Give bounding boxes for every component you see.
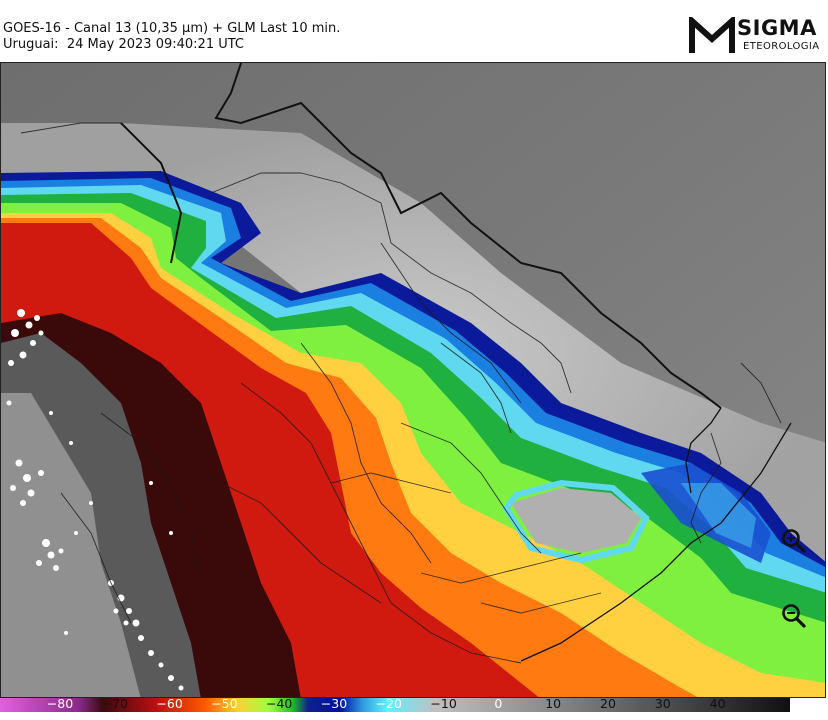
zoom-out-magnifier-icon [782, 604, 806, 628]
colorbar-tick-label: −20 [375, 696, 402, 711]
header: GOES-16 - Canal 13 (10,35 µm) + GLM Last… [0, 0, 828, 62]
state-borders [20, 122, 782, 664]
satellite-image [1, 63, 825, 697]
colorbar-tick-label: 30 [654, 696, 671, 711]
logo-subtitle: ETEOROLOGIA [743, 41, 820, 52]
lightning-flashes [6, 309, 184, 691]
map-subtitle-datetime: Uruguai: 24 May 2023 09:40:21 UTC [3, 37, 245, 52]
satellite-map[interactable] [0, 62, 826, 698]
colorbar-tick-label: −10 [430, 696, 457, 711]
colorbar-tick-label: −60 [156, 696, 183, 711]
map-title: GOES-16 - Canal 13 (10,35 µm) + GLM Last… [3, 21, 341, 36]
colorbar-tick-label: −70 [101, 696, 128, 711]
zoom-in-magnifier-icon [782, 529, 806, 553]
colorbar-tick-label: −50 [211, 696, 238, 711]
zoom-in-button[interactable] [780, 527, 808, 555]
sigma-logo-mark-icon [689, 14, 735, 53]
temperature-colorbar: −80 −70 −60 −50 −40 −30 −20 −10 0 10 20 30 40 [0, 696, 828, 720]
zoom-out-button[interactable] [780, 602, 808, 630]
colorbar-tick-label: −40 [265, 696, 293, 711]
coastline [520, 407, 792, 662]
country-borders [120, 63, 722, 409]
colorbar-tick-label: −80 [46, 696, 74, 711]
colorbar-tick-label: −30 [320, 696, 348, 711]
colorbar-tick-label: 20 [600, 696, 616, 711]
colorbar-tick-label: 0 [494, 696, 503, 711]
colorbar-gradient [0, 698, 790, 712]
colorbar-tick-label: 10 [545, 696, 562, 711]
logo-word: SIGMA [737, 16, 817, 40]
sigma-logo[interactable]: SIGMA ETEOROLOGIA [688, 14, 824, 59]
colorbar-tick-label: 40 [709, 696, 726, 711]
